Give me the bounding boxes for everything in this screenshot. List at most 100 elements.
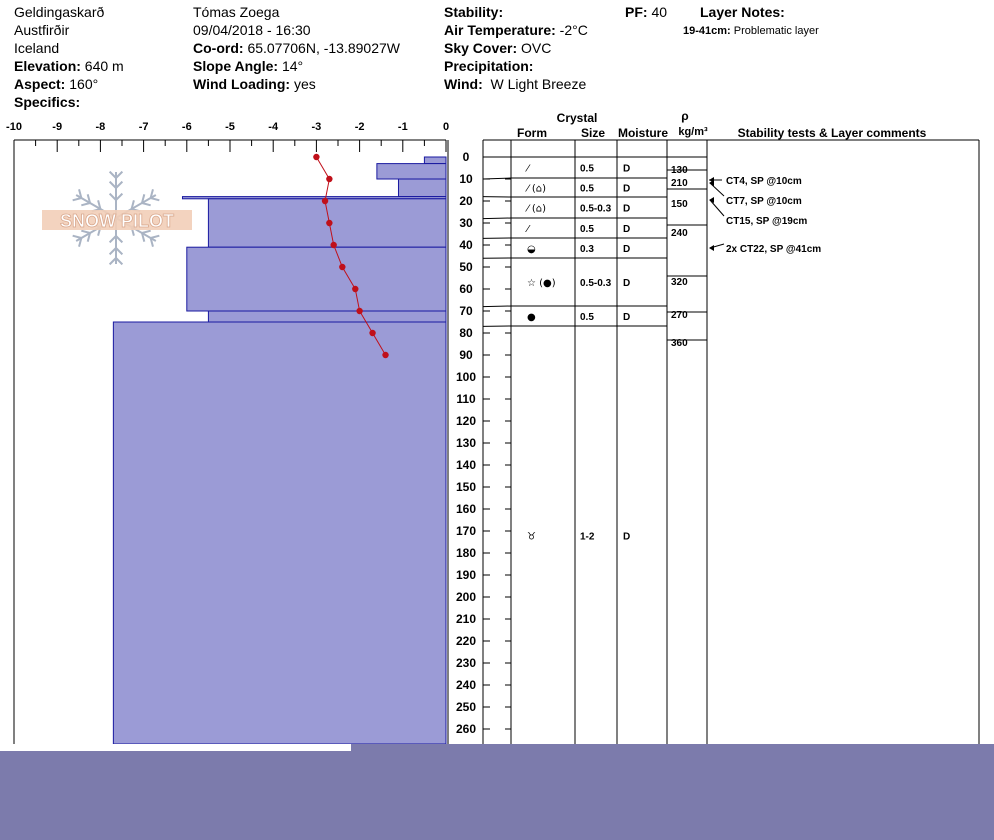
depth-tick-label: 170 bbox=[456, 524, 476, 538]
temperature-point bbox=[326, 175, 333, 183]
x-tick-label: -4 bbox=[268, 121, 279, 133]
temperature-point bbox=[330, 241, 337, 249]
snowflake-branch bbox=[115, 192, 124, 201]
table-headers: Crystal Form Size Moisture ρ kg/m³ Stabi… bbox=[517, 109, 927, 140]
depth-tick-label: 200 bbox=[456, 590, 476, 604]
density-value: 270 bbox=[671, 310, 688, 321]
snowflake-branch bbox=[108, 257, 117, 266]
stability-arrowhead bbox=[709, 245, 714, 251]
snowflake-branch bbox=[97, 200, 102, 210]
x-tick-label: -8 bbox=[96, 121, 106, 133]
snowflake-branch bbox=[130, 200, 135, 210]
snowflake-branch bbox=[108, 247, 117, 256]
layer-note-depth: 19-41cm: bbox=[683, 25, 731, 37]
depth-tick-label: 150 bbox=[456, 480, 476, 494]
slope-row: Slope Angle: 14° bbox=[193, 57, 303, 75]
slope-value: 14° bbox=[281, 58, 304, 74]
specifics-row: Specifics: bbox=[14, 93, 80, 111]
snowflake-branch bbox=[141, 229, 151, 234]
aspect-row: Aspect: 160° bbox=[14, 75, 98, 93]
chart-axes: -10 -9 -8 -7 -6 -5 -4 -3 -2 -1 0010203040506070809… bbox=[6, 121, 511, 744]
stability-row: Stability: bbox=[444, 3, 503, 21]
x-tick-label: -9 bbox=[52, 121, 62, 133]
depth-tick-label: 50 bbox=[459, 260, 473, 274]
crystal-header: Crystal bbox=[557, 111, 598, 125]
density-value: 210 bbox=[671, 178, 688, 189]
stability-label: Stability: bbox=[444, 4, 504, 20]
hardness-bar bbox=[186, 246, 447, 312]
snowflake-branch bbox=[141, 202, 151, 207]
snowflake-branch bbox=[115, 235, 124, 244]
windload-label: Wind Loading: bbox=[193, 76, 291, 92]
x-tick-label: -5 bbox=[225, 121, 235, 133]
depth-tick-label: 240 bbox=[456, 678, 476, 692]
layer-moisture: D bbox=[623, 312, 630, 323]
layer-size: 0.5 bbox=[580, 184, 594, 195]
stability-test-text: CT15, SP @19cm bbox=[726, 216, 807, 227]
depth-tick-label: 20 bbox=[459, 194, 473, 208]
hardness-bar bbox=[423, 156, 447, 165]
wind-value: W Light Breeze bbox=[490, 76, 587, 92]
pf-value: 40 bbox=[651, 4, 668, 20]
snowflake-branch bbox=[141, 194, 146, 204]
layer-form: ◒ bbox=[527, 244, 536, 255]
temperature-point bbox=[339, 263, 346, 271]
depth-tick-label: 90 bbox=[459, 348, 473, 362]
density-unit-header: kg/m³ bbox=[678, 126, 708, 138]
layer-moisture: D bbox=[623, 531, 630, 542]
form-header: Form bbox=[517, 126, 547, 140]
layer-form: ⁄ bbox=[525, 224, 531, 235]
depth-tick-label: 260 bbox=[456, 722, 476, 736]
depth-tick-label: 210 bbox=[456, 612, 476, 626]
depth-tick-label: 180 bbox=[456, 546, 476, 560]
temperature-point bbox=[321, 197, 329, 205]
snowflake-branch bbox=[149, 237, 154, 247]
skycover-value: OVC bbox=[521, 40, 552, 56]
layer-size: 0.5-0.3 bbox=[580, 204, 612, 215]
snowflake-branch bbox=[108, 180, 117, 189]
x-tick-label: -7 bbox=[139, 121, 149, 133]
stability-header: Stability tests & Layer comments bbox=[738, 126, 927, 140]
snowflake-branch bbox=[78, 237, 83, 247]
snowflake-branch bbox=[150, 234, 160, 239]
snowflake-branch bbox=[141, 232, 146, 242]
layer-size: 0.5 bbox=[580, 164, 594, 175]
hardness-bar bbox=[397, 178, 447, 198]
snowflake-branch bbox=[81, 202, 91, 207]
coord-value: 65.07706N, -13.89027W bbox=[247, 40, 400, 56]
wind-label: Wind: bbox=[444, 76, 483, 92]
x-tick-label: -3 bbox=[312, 121, 322, 133]
windload-value: yes bbox=[293, 76, 316, 92]
layer-moisture: D bbox=[623, 184, 630, 195]
layer-form: ☆ (●) bbox=[527, 278, 556, 289]
temperature-point bbox=[313, 153, 320, 161]
precip-label: Precipitation: bbox=[444, 58, 534, 74]
country-name: Iceland bbox=[14, 40, 60, 56]
depth-tick-label: 230 bbox=[456, 656, 476, 670]
layer-form: ⁄ (⌂) bbox=[525, 204, 546, 215]
depth-tick-label: 80 bbox=[459, 326, 473, 340]
footer-band bbox=[0, 744, 994, 840]
airtemp-label: Air Temperature: bbox=[444, 22, 556, 38]
layer-note-row: 19-41cm: Problematic layer bbox=[683, 22, 819, 40]
layer-form: ♉ bbox=[527, 531, 536, 542]
coord-row: Co-ord: 65.07706N, -13.89027W bbox=[193, 39, 400, 57]
stability-test-text: 2x CT22, SP @41cm bbox=[726, 244, 821, 255]
temperature-point bbox=[326, 219, 333, 227]
layer-size: 1-2 bbox=[580, 531, 595, 542]
airtemp-value: -2°C bbox=[559, 22, 588, 38]
layer-moisture: D bbox=[623, 244, 630, 255]
layer-size: 0.5-0.3 bbox=[580, 278, 612, 289]
snowflake-branch bbox=[115, 257, 124, 266]
density-value: 360 bbox=[671, 338, 688, 349]
size-header: Size bbox=[581, 126, 605, 140]
depth-tick-label: 70 bbox=[459, 304, 473, 318]
elevation-value: 640 m bbox=[84, 58, 124, 74]
hardness-bar bbox=[207, 310, 447, 323]
snowflake-branch bbox=[108, 235, 117, 244]
layer-form: ⁄ bbox=[525, 164, 531, 175]
snowflake-branch bbox=[86, 194, 91, 204]
elevation-row: Elevation: 640 m bbox=[14, 57, 124, 75]
density-value: 240 bbox=[671, 228, 688, 239]
depth-tick-label: 250 bbox=[456, 700, 476, 714]
